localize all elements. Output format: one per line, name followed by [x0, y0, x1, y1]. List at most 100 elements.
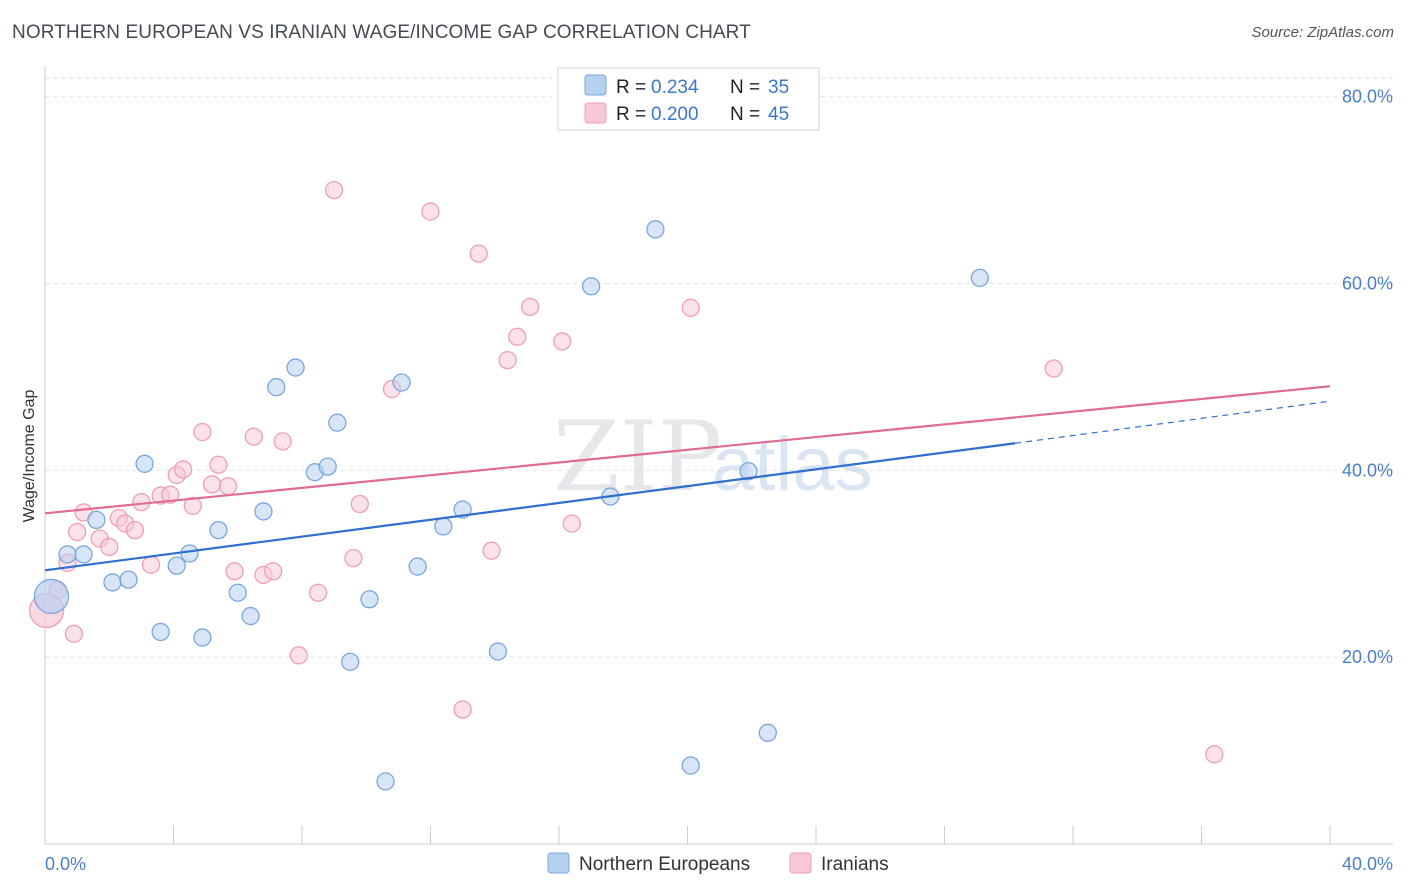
point-iranian [508, 327, 527, 346]
point-iranian [1044, 359, 1063, 378]
point-northern-european [87, 510, 106, 530]
point-northern-european [167, 556, 186, 575]
point-northern-european [193, 628, 212, 647]
stats-n-value-2: 45 [768, 104, 789, 125]
point-northern-european [286, 358, 305, 377]
point-iranian [344, 549, 363, 568]
point-iranian [173, 460, 193, 479]
point-northern-european [151, 622, 170, 642]
point-iranian [100, 537, 119, 557]
stats-swatch-iranians [584, 102, 607, 124]
point-iranian [498, 350, 517, 370]
point-iranian [469, 244, 488, 263]
point-iranian [1205, 745, 1224, 764]
stats-r-label-2: R = [616, 104, 646, 125]
point-northern-european [74, 545, 93, 564]
legend-swatch-iranians [789, 852, 812, 874]
point-iranian [64, 624, 84, 643]
point-northern-european [58, 545, 77, 564]
point-iranian [225, 562, 244, 581]
point-iranian [289, 646, 308, 665]
trend-line-northern-european [44, 442, 1016, 572]
point-northern-european [328, 413, 347, 432]
point-northern-european [488, 642, 508, 661]
source-label: Source: ZipAtlas.com [1251, 24, 1394, 41]
stats-legend: R = 0.234 N = 35 R = 0.200 N = 45 [557, 67, 820, 131]
point-northern-european [254, 502, 273, 521]
point-northern-european [376, 772, 395, 791]
point-iranian [183, 496, 202, 515]
point-northern-european [241, 606, 260, 626]
stats-n-label-2: N = [730, 104, 760, 125]
point-iranian [202, 475, 222, 494]
point-northern-european [209, 520, 228, 540]
point-iranian [161, 485, 180, 504]
y-tick-label: 80.0% [1342, 87, 1393, 107]
point-northern-european [758, 723, 777, 742]
y-tick-label: 40.0% [1342, 460, 1393, 480]
point-iranian [453, 700, 472, 719]
trend-lines [44, 385, 1331, 572]
axes [44, 66, 1393, 845]
tick-labels: 20.0% 40.0% 60.0% 80.0% 0.0% 40.0% [45, 87, 1393, 874]
point-iranian [553, 332, 572, 351]
point-northern-european [739, 462, 758, 481]
point-northern-european [681, 756, 700, 775]
point-iranian [421, 202, 440, 221]
y-axis-title: Wage/Income Gap [21, 390, 38, 523]
point-northern-european [360, 590, 379, 609]
point-iranian [562, 514, 581, 533]
stats-n-label-1: N = [730, 77, 760, 98]
stats-swatch-northern [584, 74, 607, 96]
point-northern-european [581, 277, 601, 296]
point-iranian [520, 297, 540, 317]
point-iranian [218, 477, 238, 496]
point-iranian [209, 455, 228, 474]
point-iranian [324, 180, 344, 200]
point-northern-european [228, 583, 247, 602]
point-iranian [308, 583, 328, 602]
point-iranian [244, 427, 263, 446]
point-iranian [350, 494, 369, 514]
data-points [28, 180, 1224, 791]
point-iranian [263, 562, 283, 581]
trend-line-iranian [44, 385, 1331, 515]
point-northern-european [135, 454, 154, 473]
chart-title: NORTHERN EUROPEAN VS IRANIAN WAGE/INCOME… [12, 22, 751, 43]
point-northern-european [103, 573, 122, 592]
point-northern-european [33, 578, 70, 615]
point-iranian [681, 298, 700, 317]
series-legend: Northern Europeans Iranians [547, 852, 889, 875]
point-iranian [141, 555, 161, 574]
legend-label-iranians: Iranians [821, 854, 889, 875]
point-iranian [193, 422, 212, 442]
x-tick-label: 40.0% [1342, 854, 1393, 874]
point-northern-european [408, 557, 427, 576]
point-northern-european [180, 544, 199, 563]
point-northern-european [392, 373, 411, 392]
point-northern-european [267, 378, 286, 397]
stats-r-value-1: 0.234 [651, 77, 699, 98]
y-tick-label: 20.0% [1342, 647, 1393, 667]
point-northern-european [434, 517, 453, 536]
stats-r-label-1: R = [616, 77, 646, 98]
y-tick-label: 60.0% [1342, 274, 1393, 294]
legend-swatch-northern [547, 852, 570, 874]
legend-label-northern: Northern Europeans [579, 854, 750, 875]
point-northern-european [970, 268, 989, 288]
point-northern-european [646, 220, 665, 239]
watermark-zip: ZIP [553, 401, 722, 513]
trend-line-northern-european-extension [1015, 400, 1331, 444]
point-northern-european [341, 652, 360, 671]
point-iranian [273, 432, 292, 451]
point-iranian [482, 541, 501, 560]
point-northern-european [119, 570, 138, 589]
point-northern-european [453, 500, 472, 519]
point-iranian [125, 520, 145, 540]
gridlines [45, 77, 1393, 658]
x-tick-label: 0.0% [45, 854, 86, 874]
stats-n-value-1: 35 [768, 77, 789, 98]
point-northern-european [318, 457, 337, 476]
point-iranian [67, 522, 87, 542]
